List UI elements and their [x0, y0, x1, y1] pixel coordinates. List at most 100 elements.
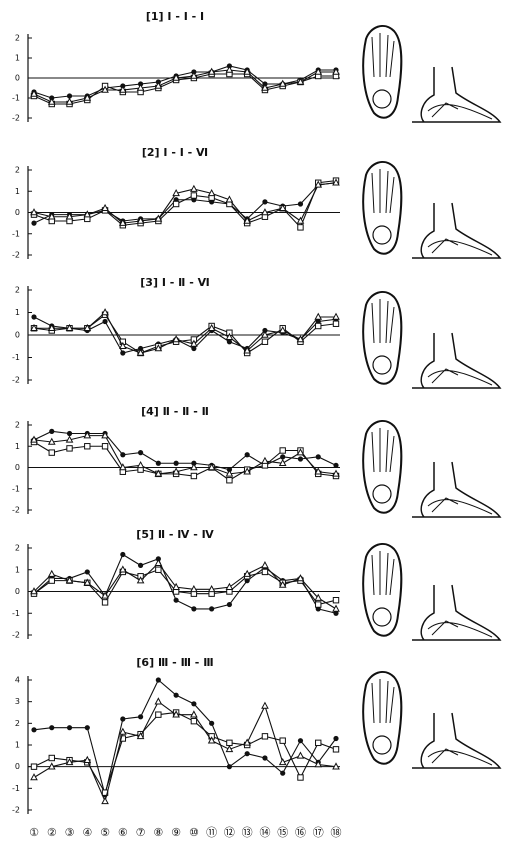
y-tick-label: 4: [15, 676, 20, 685]
chart-title: [2] Ⅰ - Ⅰ - Ⅵ: [142, 146, 208, 159]
series-line: [34, 181, 336, 228]
y-tick-label: -1: [12, 484, 20, 493]
point: [316, 454, 321, 459]
foot-bones: [372, 33, 394, 77]
point: [191, 193, 196, 198]
foot-side-bones: [428, 103, 492, 119]
y-tick-label: 2: [15, 544, 20, 553]
x-tick-label: ⑨: [171, 826, 181, 839]
point: [227, 740, 232, 745]
point: [280, 738, 285, 743]
point: [138, 714, 143, 719]
point: [102, 798, 108, 804]
point: [49, 450, 54, 455]
point: [102, 444, 107, 449]
point: [262, 703, 268, 709]
point: [298, 201, 303, 206]
point: [67, 725, 72, 730]
point: [102, 600, 107, 605]
point: [245, 751, 250, 756]
point: [209, 606, 214, 611]
y-tick-label: 3: [15, 697, 20, 706]
figure: [1] Ⅰ - Ⅰ - Ⅰ-2-1012[2] Ⅰ - Ⅰ - Ⅵ-2-1012…: [0, 0, 522, 846]
point: [209, 721, 214, 726]
foot-top-view: [363, 26, 401, 118]
y-tick-label: 0: [15, 208, 20, 217]
point: [297, 753, 303, 759]
point: [226, 584, 232, 590]
point: [120, 716, 125, 721]
point: [67, 446, 72, 451]
foot-heel: [373, 608, 391, 626]
y-tick-label: 2: [15, 166, 20, 175]
point: [333, 747, 338, 752]
point: [333, 736, 338, 741]
foot-heel: [373, 90, 391, 108]
foot-side-bones: [428, 498, 492, 514]
point: [31, 774, 37, 780]
chart-title: [4] Ⅱ - Ⅱ - Ⅱ: [141, 405, 209, 418]
chart-title: [6] Ⅲ - Ⅲ - Ⅲ: [136, 656, 213, 669]
foot-bones: [372, 551, 394, 595]
foot-heel: [373, 356, 391, 374]
point: [156, 712, 161, 717]
y-tick-label: -1: [12, 609, 20, 618]
y-tick-label: -1: [12, 94, 20, 103]
y-tick-label: -2: [12, 631, 20, 640]
point: [262, 755, 267, 760]
y-tick-label: 0: [15, 331, 20, 340]
point: [156, 677, 161, 682]
point: [227, 764, 232, 769]
foot-top-view: [363, 544, 401, 636]
y-tick-label: 0: [15, 463, 20, 472]
point: [226, 67, 232, 73]
x-tick-label: ⑦: [136, 826, 146, 839]
y-tick-label: 0: [15, 74, 20, 83]
y-tick-label: -1: [12, 784, 20, 793]
point: [262, 199, 267, 204]
foot-bones: [372, 428, 394, 472]
point: [316, 740, 321, 745]
x-tick-label: ⑮: [277, 826, 288, 839]
point: [298, 738, 303, 743]
point: [262, 734, 267, 739]
y-tick-label: -1: [12, 229, 20, 238]
point: [120, 350, 125, 355]
point: [298, 775, 303, 780]
foot-heel: [373, 736, 391, 754]
x-tick-label: ①: [29, 826, 39, 839]
point: [316, 602, 321, 607]
point: [156, 461, 161, 466]
x-tick-label: ⑪: [206, 826, 217, 839]
x-tick-label: ⑩: [189, 826, 199, 839]
foot-bones: [372, 679, 394, 723]
foot-side-view: [412, 67, 500, 122]
foot-side-view: [412, 333, 500, 388]
y-tick-label: -2: [12, 376, 20, 385]
foot-side-view: [412, 713, 500, 768]
point: [49, 578, 54, 583]
y-tick-label: 2: [15, 719, 20, 728]
point: [138, 563, 143, 568]
series-line: [34, 313, 336, 354]
point: [138, 462, 144, 468]
foot-top-view: [363, 162, 401, 254]
foot-side-bones: [428, 369, 492, 385]
foot-side-view: [412, 462, 500, 517]
point: [174, 598, 179, 603]
point: [85, 725, 90, 730]
point: [245, 452, 250, 457]
x-tick-label: ⑧: [153, 826, 163, 839]
series-line: [34, 563, 336, 609]
point: [298, 456, 303, 461]
x-tick-label: ⑥: [118, 826, 128, 839]
x-tick-label: ⑬: [242, 826, 253, 839]
y-tick-label: 0: [15, 587, 20, 596]
point: [31, 221, 36, 226]
chart-title: [1] Ⅰ - Ⅰ - Ⅰ: [146, 10, 204, 23]
foot-bones: [372, 169, 394, 213]
point: [333, 598, 338, 603]
series-line: [34, 66, 336, 98]
point: [316, 323, 321, 328]
foot-heel: [373, 485, 391, 503]
